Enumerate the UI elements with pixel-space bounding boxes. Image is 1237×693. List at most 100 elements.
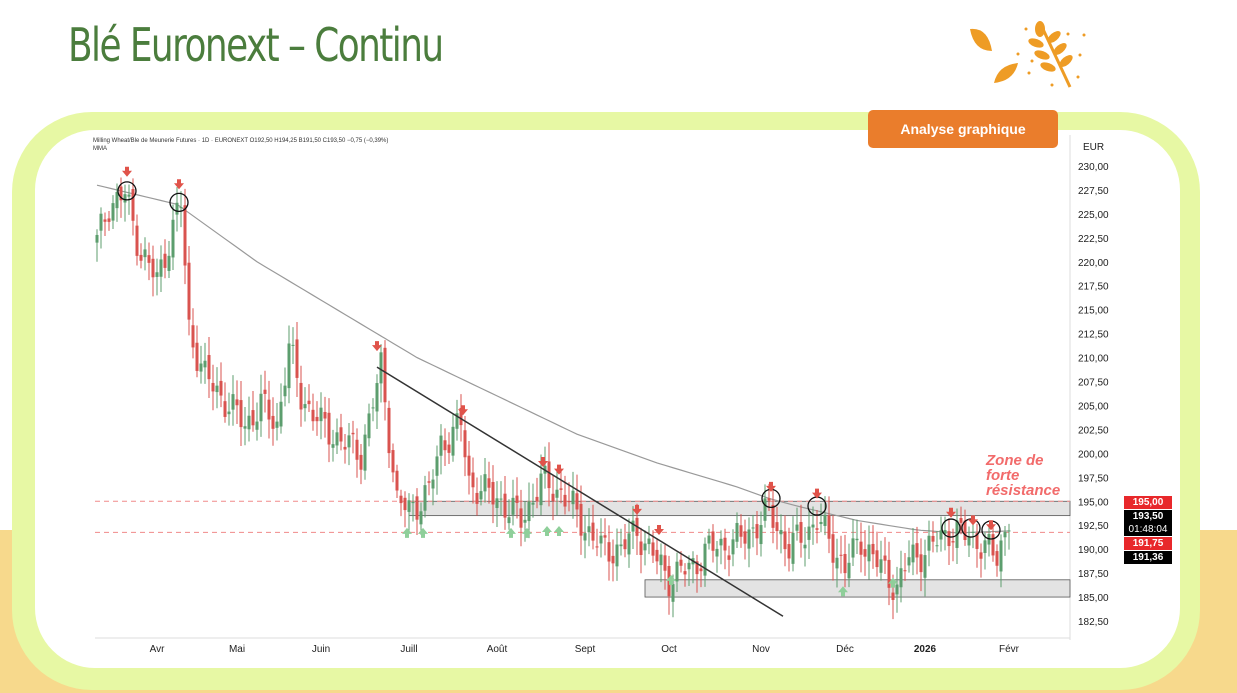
x-tick-label: Nov xyxy=(752,644,770,655)
candle-body xyxy=(135,225,139,256)
x-tick-label: Juin xyxy=(312,644,330,655)
candle xyxy=(639,527,643,574)
candle-body xyxy=(535,496,539,501)
candle xyxy=(727,545,731,577)
candle xyxy=(667,555,671,615)
candle xyxy=(483,457,487,503)
candle xyxy=(463,416,467,477)
candle-body xyxy=(523,519,527,523)
candle xyxy=(251,390,255,432)
candle xyxy=(95,229,99,262)
candle-body xyxy=(727,555,731,560)
candle xyxy=(123,184,127,222)
candle-body xyxy=(835,557,839,569)
candle-body xyxy=(423,485,427,511)
candle xyxy=(755,510,759,556)
candle xyxy=(227,392,231,426)
candle xyxy=(875,531,879,577)
candle xyxy=(339,413,343,451)
candle-body xyxy=(303,404,307,409)
candle-body xyxy=(411,501,415,504)
candle xyxy=(379,344,383,403)
candle xyxy=(607,525,611,581)
candle-body xyxy=(223,401,227,417)
candle-body xyxy=(383,347,387,403)
candle-body xyxy=(327,412,331,445)
candle xyxy=(167,240,171,278)
candle-body xyxy=(195,342,199,371)
candle-body xyxy=(975,533,979,549)
candle xyxy=(99,207,103,249)
y-tick-label: 227,50 xyxy=(1078,186,1109,197)
candle-body xyxy=(963,520,967,541)
candle-body xyxy=(179,207,183,209)
down-arrow-icon xyxy=(538,456,548,467)
candle xyxy=(327,398,331,463)
candle xyxy=(771,490,775,544)
candle-body xyxy=(215,385,219,393)
up-arrow-icon xyxy=(522,527,532,538)
candle-body xyxy=(479,491,483,500)
up-arrow-icon xyxy=(554,525,564,536)
candle xyxy=(199,345,203,384)
candle-body xyxy=(159,259,163,277)
candle-body xyxy=(927,535,931,551)
candle xyxy=(431,469,435,506)
candle xyxy=(967,526,971,558)
candle xyxy=(475,477,479,516)
candle-body xyxy=(351,432,355,435)
candle xyxy=(603,518,607,556)
candle-body xyxy=(771,504,775,528)
candle xyxy=(923,539,927,597)
candle xyxy=(779,514,783,554)
analyse-graphique-button[interactable]: Analyse graphique xyxy=(868,110,1058,148)
x-tick-label: Mai xyxy=(229,644,245,655)
candle xyxy=(567,482,571,512)
down-arrow-icon xyxy=(632,504,642,515)
candle xyxy=(623,523,627,558)
candle-body xyxy=(231,394,235,410)
y-tick-label: 190,00 xyxy=(1078,545,1109,556)
candle xyxy=(695,554,699,593)
candle-body xyxy=(647,538,651,545)
candle-body xyxy=(855,538,859,541)
candle xyxy=(743,519,747,560)
up-arrow-icon xyxy=(888,577,898,588)
candle-body xyxy=(147,255,151,263)
candle-body xyxy=(227,411,231,415)
candle-body xyxy=(451,426,455,456)
candle xyxy=(899,550,903,603)
candle xyxy=(515,477,519,519)
candle xyxy=(455,399,459,441)
candle-body xyxy=(731,539,735,555)
candle-body xyxy=(1003,531,1007,538)
candle xyxy=(139,243,143,269)
candle xyxy=(511,479,515,526)
indicator-label: MMA xyxy=(93,146,107,152)
candle-body xyxy=(735,522,739,542)
currency-label: EUR xyxy=(1083,142,1104,153)
candle-body xyxy=(267,399,271,420)
candle-body xyxy=(615,544,619,567)
candle-body xyxy=(255,421,259,430)
candle-body xyxy=(315,416,319,422)
down-arrow-icon xyxy=(372,341,382,352)
candle-body xyxy=(503,493,507,518)
candle-body xyxy=(851,538,855,558)
candle xyxy=(723,528,727,570)
down-arrow-icon xyxy=(458,405,468,416)
touch-circle xyxy=(941,518,961,538)
candle-body xyxy=(475,492,479,504)
candle-body xyxy=(107,218,111,222)
candle xyxy=(471,457,475,504)
candle xyxy=(759,511,763,557)
candle-body xyxy=(651,542,655,556)
candle-body xyxy=(879,559,883,573)
candle-body xyxy=(939,530,943,540)
candle-body xyxy=(1007,530,1011,532)
candle-body xyxy=(979,552,983,559)
candle xyxy=(931,521,935,553)
candle xyxy=(663,544,667,590)
candle xyxy=(355,428,359,478)
